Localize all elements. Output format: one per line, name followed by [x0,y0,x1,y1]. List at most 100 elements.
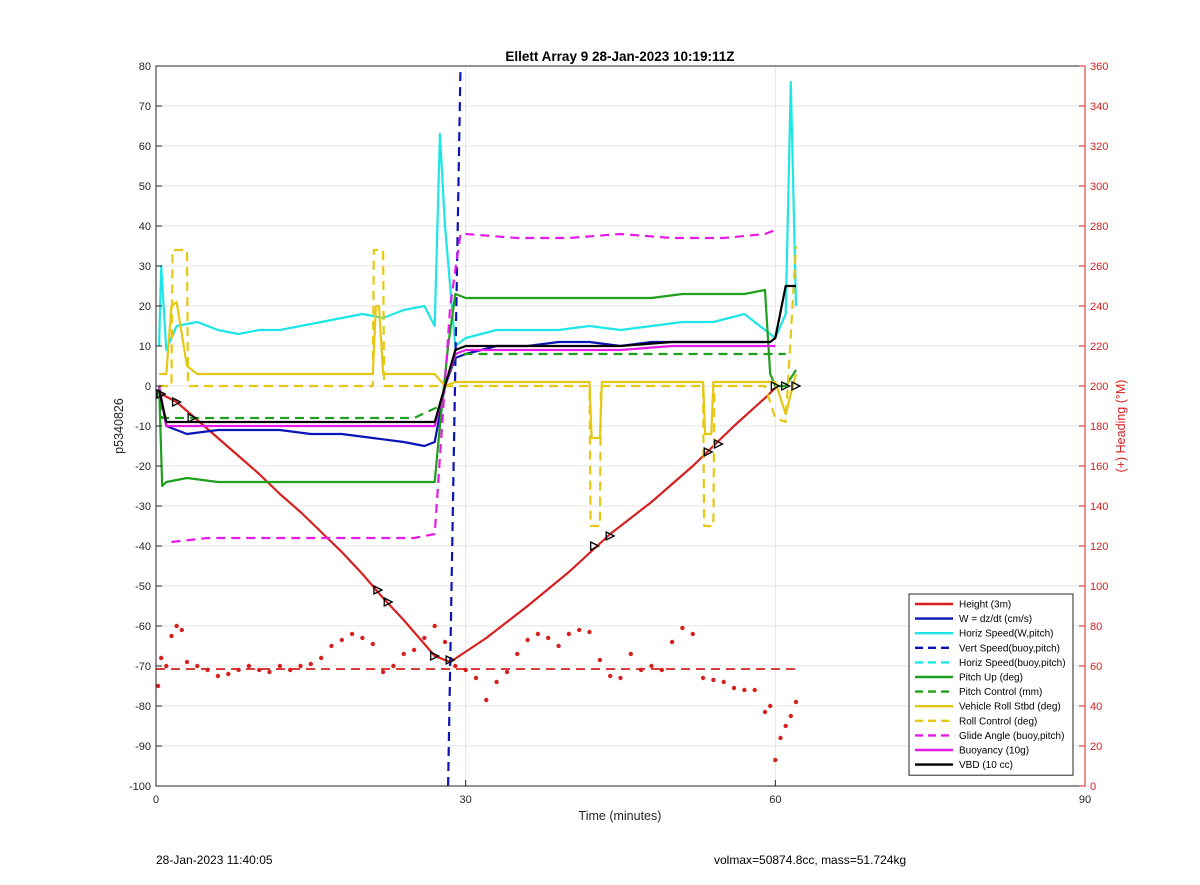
chart-title: Ellett Array 9 28-Jan-2023 10:19:11Z [505,49,734,64]
heading-point [277,663,283,669]
y-tick-label: -10 [135,421,151,433]
y-tick-label: 40 [139,221,151,233]
series-line-0 [160,387,777,664]
legend-label: Pitch Control (mm) [959,687,1042,698]
y2-tick-label: 0 [1090,781,1096,793]
heading-point [453,663,458,669]
legend-box [908,593,1074,776]
heading-point [246,663,252,669]
legend-label: Glide Angle (buoy,pitch) [959,731,1064,742]
legend-label: Vert Speed(buoy,pitch) [959,643,1060,654]
heading-point [556,643,561,649]
legend-label: Pitch Up (deg) [959,673,1023,684]
heading-point [768,703,773,709]
y2-tick-label: 340 [1090,101,1108,113]
heading-point [700,675,706,681]
height-marker [590,540,601,552]
height-marker [187,412,198,424]
y-tick-label: -30 [135,501,151,513]
heading-point [649,663,654,669]
heading-point [401,651,406,657]
heading-point [319,655,324,661]
height-marker [373,584,384,596]
y2-tick-label: 80 [1090,621,1102,633]
x-tick-label: 60 [769,794,781,806]
series-line-2 [158,80,798,352]
heading-point [577,627,582,633]
heading-point [205,667,210,673]
heading-point [778,735,783,741]
heading-point [793,699,799,705]
y-tick-label: 30 [139,261,151,273]
y2-tick-label: 120 [1090,541,1108,553]
heading-point [164,663,169,669]
heading-point [680,625,685,631]
heading-point [179,627,184,633]
heading-point [597,657,603,663]
axes: 0 30 60 90-100-90-80-70-60-50-40-30-20-1001… [129,61,1108,806]
heading-point [711,677,716,683]
heading-point [288,667,293,673]
y2-tick-label: 360 [1090,61,1108,73]
heading-point [155,683,161,689]
x-tick-label: 30 [460,794,472,806]
y-tick-label: 20 [139,301,151,313]
legend-label: Buoyancy (10g) [959,746,1029,757]
heading-point [215,673,221,679]
heading-point [618,675,623,681]
heading-point [174,623,179,629]
heading-point [380,669,386,675]
height-marker [445,654,456,666]
heading-point [463,667,468,673]
x-tick-label: 0 [153,794,159,806]
y2-tick-label: 280 [1090,221,1108,233]
legend-label: Roll Control (deg) [959,716,1037,727]
footer-timestamp: 28-Jan-2023 11:40:05 [156,853,273,867]
y2-tick-label: 20 [1090,741,1102,753]
heading-point [159,655,164,661]
heading-point [432,623,437,629]
y-tick-label: 80 [139,61,151,73]
legend-label: W = dz/dt (cm/s) [959,614,1032,625]
legend-label: VBD (10 cc) [959,760,1013,771]
heading-point [608,673,613,679]
heading-point [391,663,396,669]
x-tick-label: 90 [1079,794,1091,806]
y-tick-label: 0 [145,381,151,393]
heading-point [742,687,747,693]
heading-point [349,631,355,637]
y-tick-label: -100 [129,781,151,793]
heading-point [236,667,241,673]
heading-point [473,675,479,681]
y-tick-label: -20 [135,461,151,473]
y2-tick-label: 40 [1090,701,1102,713]
y2-tick-label: 300 [1090,181,1108,193]
y2-tick-label: 140 [1090,501,1108,513]
heading-point [257,667,262,673]
heading-point [422,635,427,641]
y-tick-label: -50 [135,581,151,593]
heading-point [411,647,417,653]
series-line-5 [158,288,797,488]
y2-tick-label: 180 [1090,421,1108,433]
height-marker [430,650,441,662]
heading-point [587,629,592,635]
y-tick-label: -60 [135,621,151,633]
heading-point [525,637,530,643]
legend: Height (3m) W = dz/dt (cm/s) Horiz Speed(W… [908,593,1074,776]
heading-point [628,651,633,657]
heading-point [308,661,313,667]
x-axis-label: Time (minutes) [579,809,662,823]
heading-point [442,639,448,645]
heading-point [762,709,768,715]
y2-tick-label: 100 [1090,581,1108,593]
heading-point [484,697,489,703]
height-marker [383,596,394,608]
y2-tick-label: 240 [1090,301,1108,313]
y2-tick-label: 320 [1090,141,1108,153]
height-marker [605,530,616,542]
legend-label: Height (3m) [959,600,1011,611]
heading-point [184,659,190,665]
height-marker [156,388,167,400]
height-marker [171,396,183,408]
